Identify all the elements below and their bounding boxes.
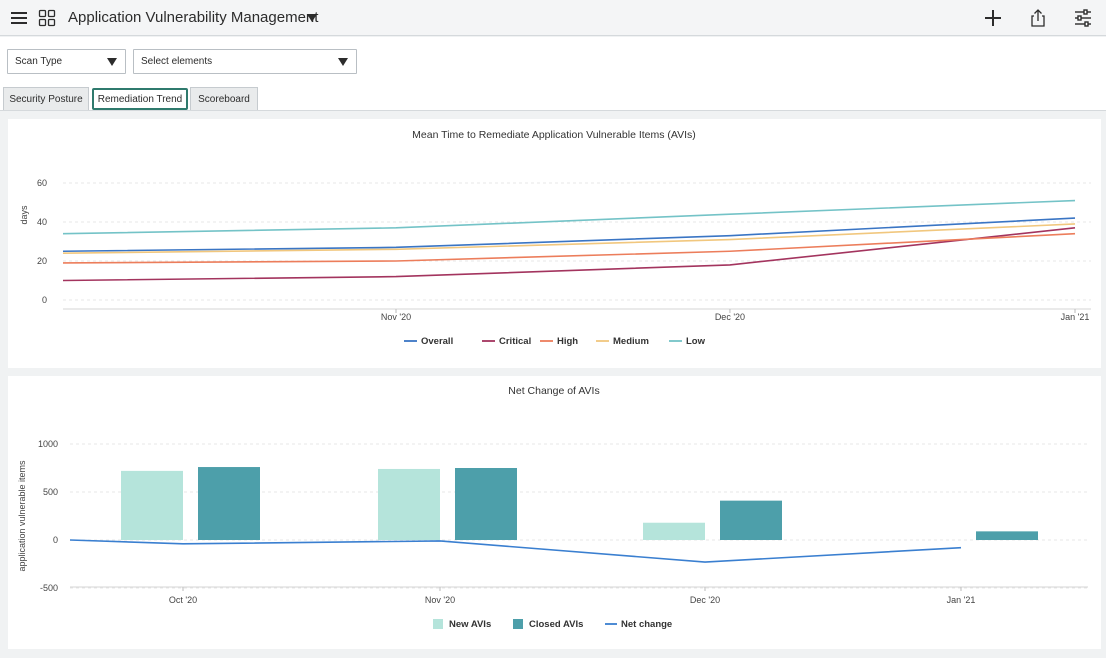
mttr-line-chart: Mean Time to Remediate Application Vulne… bbox=[19, 129, 1091, 347]
y-tick-label: 60 bbox=[37, 178, 47, 188]
legend-label[interactable]: Low bbox=[686, 336, 706, 347]
x-tick-label: Jan '21 bbox=[947, 595, 976, 605]
legend-label[interactable]: Medium bbox=[613, 336, 649, 347]
tab-remediation-trend[interactable]: Remediation Trend bbox=[92, 88, 188, 110]
y-axis-label: days bbox=[19, 205, 29, 225]
net-change-bar-chart: Net Change of AVIs application vulnerabl… bbox=[17, 385, 1088, 630]
bar-new-avis[interactable] bbox=[378, 468, 440, 540]
app-title: Application Vulnerability Management bbox=[68, 9, 319, 26]
scan-type-select[interactable]: Scan Type bbox=[7, 49, 126, 74]
share-icon[interactable] bbox=[1029, 8, 1047, 28]
add-icon[interactable] bbox=[984, 9, 1002, 27]
bar-closed-avis[interactable] bbox=[198, 467, 260, 540]
y-tick-label: 20 bbox=[37, 256, 47, 266]
bar-closed-avis[interactable] bbox=[976, 531, 1038, 540]
legend-swatch bbox=[433, 619, 443, 629]
chevron-down-icon bbox=[107, 57, 117, 67]
y-tick-label: 1000 bbox=[38, 439, 58, 449]
chart-title: Mean Time to Remediate Application Vulne… bbox=[412, 129, 696, 141]
select-elements-label: Select elements bbox=[141, 56, 213, 67]
series-line-overall[interactable] bbox=[62, 217, 1076, 253]
legend-label[interactable]: Closed AVIs bbox=[529, 619, 583, 630]
x-tick-label: Dec '20 bbox=[690, 595, 720, 605]
tab-security-posture[interactable]: Security Posture bbox=[3, 87, 89, 111]
legend-label[interactable]: High bbox=[557, 336, 578, 347]
x-tick-label: Oct '20 bbox=[169, 595, 197, 605]
legend-swatch bbox=[513, 619, 523, 629]
legend-label[interactable]: Critical bbox=[499, 336, 531, 347]
y-tick-label: 500 bbox=[43, 487, 58, 497]
tab-scoreboard[interactable]: Scoreboard bbox=[190, 87, 258, 111]
menu-icon[interactable] bbox=[10, 9, 28, 27]
chevron-down-icon[interactable] bbox=[306, 12, 318, 24]
bar-closed-avis[interactable] bbox=[455, 468, 517, 540]
bar-closed-avis[interactable] bbox=[720, 500, 782, 540]
legend-label[interactable]: New AVIs bbox=[449, 619, 491, 630]
filter-bar: Scan Type Select elements Security Postu… bbox=[0, 37, 1106, 111]
series-line-net-change[interactable] bbox=[69, 539, 962, 563]
y-axis-label: application vulnerable items bbox=[17, 460, 27, 572]
x-tick-label: Nov '20 bbox=[381, 312, 411, 322]
x-tick-label: Jan '21 bbox=[1061, 312, 1090, 322]
series-line-low[interactable] bbox=[62, 199, 1076, 235]
legend-label[interactable]: Overall bbox=[421, 336, 453, 347]
scan-type-label: Scan Type bbox=[15, 56, 63, 67]
x-tick-label: Nov '20 bbox=[425, 595, 455, 605]
chart-title: Net Change of AVIs bbox=[508, 385, 599, 397]
y-tick-label: -500 bbox=[40, 583, 58, 593]
legend-label[interactable]: Net change bbox=[621, 619, 672, 630]
series-line-medium[interactable] bbox=[62, 223, 1076, 254]
bar-new-avis[interactable] bbox=[643, 522, 705, 540]
x-tick-label: Dec '20 bbox=[715, 312, 745, 322]
tab-divider bbox=[0, 110, 1106, 111]
chevron-down-icon bbox=[338, 57, 348, 67]
y-tick-label: 40 bbox=[37, 217, 47, 227]
y-tick-label: 0 bbox=[53, 535, 58, 545]
filters-icon[interactable] bbox=[1073, 8, 1093, 28]
y-tick-label: 0 bbox=[42, 295, 47, 305]
series-line-critical[interactable] bbox=[62, 227, 1076, 282]
bar-new-avis[interactable] bbox=[121, 470, 183, 540]
app-header: Application Vulnerability Management bbox=[0, 0, 1106, 36]
series-line-high[interactable] bbox=[62, 232, 1076, 264]
mttr-chart-panel: Mean Time to Remediate Application Vulne… bbox=[8, 119, 1101, 368]
select-elements-select[interactable]: Select elements bbox=[133, 49, 357, 74]
grid-icon[interactable] bbox=[38, 9, 56, 27]
net-change-chart-panel: Net Change of AVIs application vulnerabl… bbox=[8, 376, 1101, 649]
